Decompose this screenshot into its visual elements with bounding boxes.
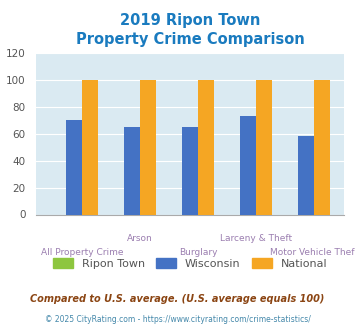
- Text: Larceny & Theft: Larceny & Theft: [220, 234, 292, 243]
- Bar: [182, 127, 198, 214]
- Bar: [298, 136, 314, 214]
- Text: © 2025 CityRating.com - https://www.cityrating.com/crime-statistics/: © 2025 CityRating.com - https://www.city…: [45, 315, 310, 324]
- Bar: [66, 120, 82, 214]
- Bar: [314, 80, 330, 214]
- Text: Arson: Arson: [127, 234, 153, 243]
- Bar: [198, 80, 214, 214]
- Text: All Property Crime: All Property Crime: [41, 248, 123, 257]
- Bar: [124, 127, 140, 214]
- Text: Burglary: Burglary: [179, 248, 217, 257]
- Bar: [82, 80, 98, 214]
- Bar: [240, 116, 256, 214]
- Legend: Ripon Town, Wisconsin, National: Ripon Town, Wisconsin, National: [48, 254, 332, 274]
- Bar: [256, 80, 272, 214]
- Bar: [140, 80, 156, 214]
- Title: 2019 Ripon Town
Property Crime Comparison: 2019 Ripon Town Property Crime Compariso…: [76, 13, 304, 48]
- Text: Compared to U.S. average. (U.S. average equals 100): Compared to U.S. average. (U.S. average …: [30, 294, 325, 304]
- Text: Motor Vehicle Theft: Motor Vehicle Theft: [270, 248, 355, 257]
